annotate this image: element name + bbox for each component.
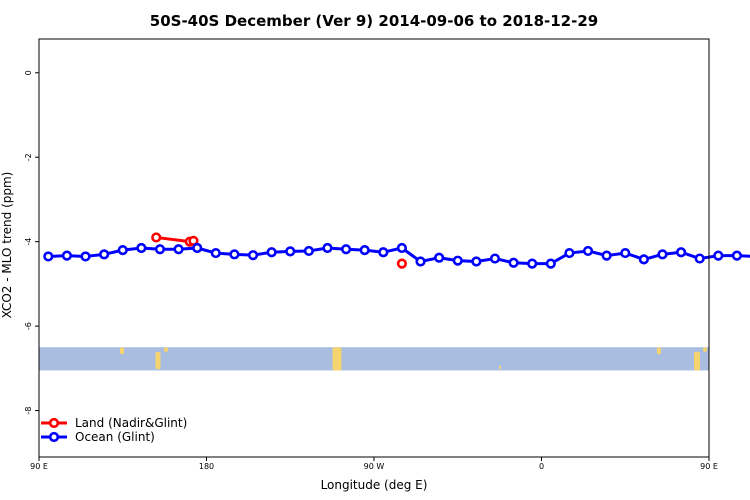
data-point-ocean — [731, 250, 743, 261]
data-point-ocean — [99, 249, 110, 260]
data-point-ocean — [489, 253, 501, 264]
data-point-land — [151, 232, 162, 243]
data-point-ocean — [285, 246, 296, 257]
data-point-ocean — [266, 247, 277, 258]
land-mass — [164, 347, 168, 352]
data-point-ocean — [154, 244, 166, 255]
land-mass — [332, 347, 342, 371]
data-point-land — [396, 258, 408, 269]
land-mass — [155, 351, 161, 370]
data-point-ocean — [657, 249, 668, 260]
data-point-ocean — [638, 254, 649, 265]
legend-label-land: Land (Nadir&Glint) — [75, 416, 187, 430]
y-tick-label: -2 — [24, 153, 33, 161]
x-tick-label: 90 E — [30, 462, 48, 471]
data-point-ocean — [434, 252, 445, 263]
land-mass — [120, 347, 124, 355]
data-point-ocean — [527, 258, 538, 269]
data-point-ocean — [601, 250, 612, 261]
y-tick-label: 0 — [24, 70, 33, 75]
x-tick-label: 0 — [539, 462, 544, 471]
series-ocean — [43, 242, 750, 269]
y-axis-label: XCO2 - MLO trend (ppm) — [0, 172, 14, 319]
data-point-ocean — [378, 247, 389, 258]
data-point-ocean — [229, 249, 240, 260]
ocean-strip — [39, 347, 709, 371]
data-point-ocean — [173, 244, 184, 255]
legend-marker-land — [48, 417, 60, 429]
data-point-ocean — [359, 245, 370, 256]
data-point-ocean — [620, 247, 631, 259]
data-point-ocean — [340, 244, 352, 255]
x-tick-label: 90 E — [700, 462, 718, 471]
data-point-ocean — [675, 247, 687, 258]
y-tick-label: -6 — [24, 322, 33, 330]
y-tick-label: -4 — [24, 238, 33, 246]
series-layer — [43, 232, 750, 269]
x-axis-label: Longitude (deg E) — [321, 478, 428, 492]
data-point-ocean — [322, 242, 333, 254]
y-tick-label: -8 — [24, 407, 33, 415]
data-point-ocean — [415, 256, 426, 267]
data-point-ocean — [452, 255, 463, 266]
data-point-ocean — [192, 242, 203, 254]
land-mass — [499, 365, 501, 370]
data-point-ocean — [713, 250, 724, 261]
land-mass — [694, 351, 700, 371]
data-point-ocean — [582, 245, 594, 257]
data-point-ocean — [247, 250, 259, 261]
data-point-ocean — [545, 258, 556, 269]
legend-label-ocean: Ocean (Glint) — [75, 430, 155, 444]
data-point-ocean — [303, 245, 314, 257]
chart-title: 50S-40S December (Ver 9) 2014-09-06 to 2… — [150, 12, 598, 30]
data-point-ocean — [43, 251, 54, 262]
data-point-ocean — [694, 253, 705, 264]
data-point-ocean — [564, 247, 575, 259]
x-tick-label: 180 — [199, 462, 214, 471]
data-point-ocean — [136, 242, 147, 254]
y-axis: 0 -2 -4 -6 -8 — [24, 70, 39, 415]
land-mass — [703, 347, 707, 352]
data-point-ocean — [471, 256, 482, 267]
data-point-ocean — [61, 250, 73, 261]
legend-marker-ocean — [48, 431, 60, 443]
data-point-ocean — [117, 245, 128, 256]
x-axis: 90 E 180 90 W 0 90 E — [30, 457, 718, 471]
land-mass — [657, 347, 661, 355]
x-tick-label: 90 W — [364, 462, 385, 471]
data-point-ocean — [396, 242, 408, 254]
legend: Land (Nadir&Glint)Ocean (Glint) — [41, 416, 187, 444]
data-point-ocean — [210, 247, 221, 259]
data-point-ocean — [80, 251, 91, 262]
map-strip — [39, 347, 709, 371]
data-point-ocean — [508, 257, 519, 268]
